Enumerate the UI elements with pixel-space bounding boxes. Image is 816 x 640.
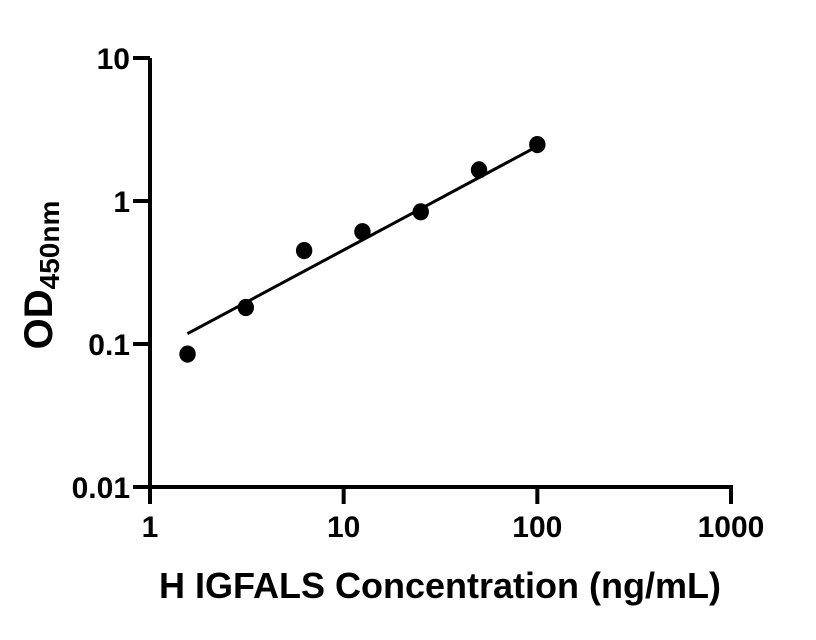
data-point	[470, 161, 488, 179]
data-point	[295, 241, 313, 260]
x-tick-label: 100	[512, 511, 562, 544]
x-tick-label: 1000	[698, 511, 765, 544]
y-axis-title-main: OD	[17, 289, 61, 349]
series	[179, 135, 546, 363]
x-tick-label: 10	[327, 511, 360, 544]
axes	[133, 56, 733, 504]
data-point	[412, 203, 429, 221]
y-tick-label: 0.01	[72, 472, 130, 505]
x-tick-label: 1	[142, 511, 159, 544]
data-point	[237, 298, 255, 317]
y-axis-title: OD450nm	[17, 201, 65, 350]
data-point	[179, 345, 196, 363]
x-axis-title: H IGFALS Concentration (ng/mL)	[159, 565, 721, 606]
data-point	[354, 223, 371, 241]
y-tick-label: 10	[97, 43, 130, 76]
y-tick-label: 1	[113, 186, 130, 219]
tick-labels: 0.01 0.1 1 10 1 10 100 1000	[72, 43, 765, 544]
y-tick-label: 0.1	[88, 329, 130, 362]
y-axis-title-subscript: 450nm	[34, 201, 65, 290]
data-point	[529, 135, 546, 154]
